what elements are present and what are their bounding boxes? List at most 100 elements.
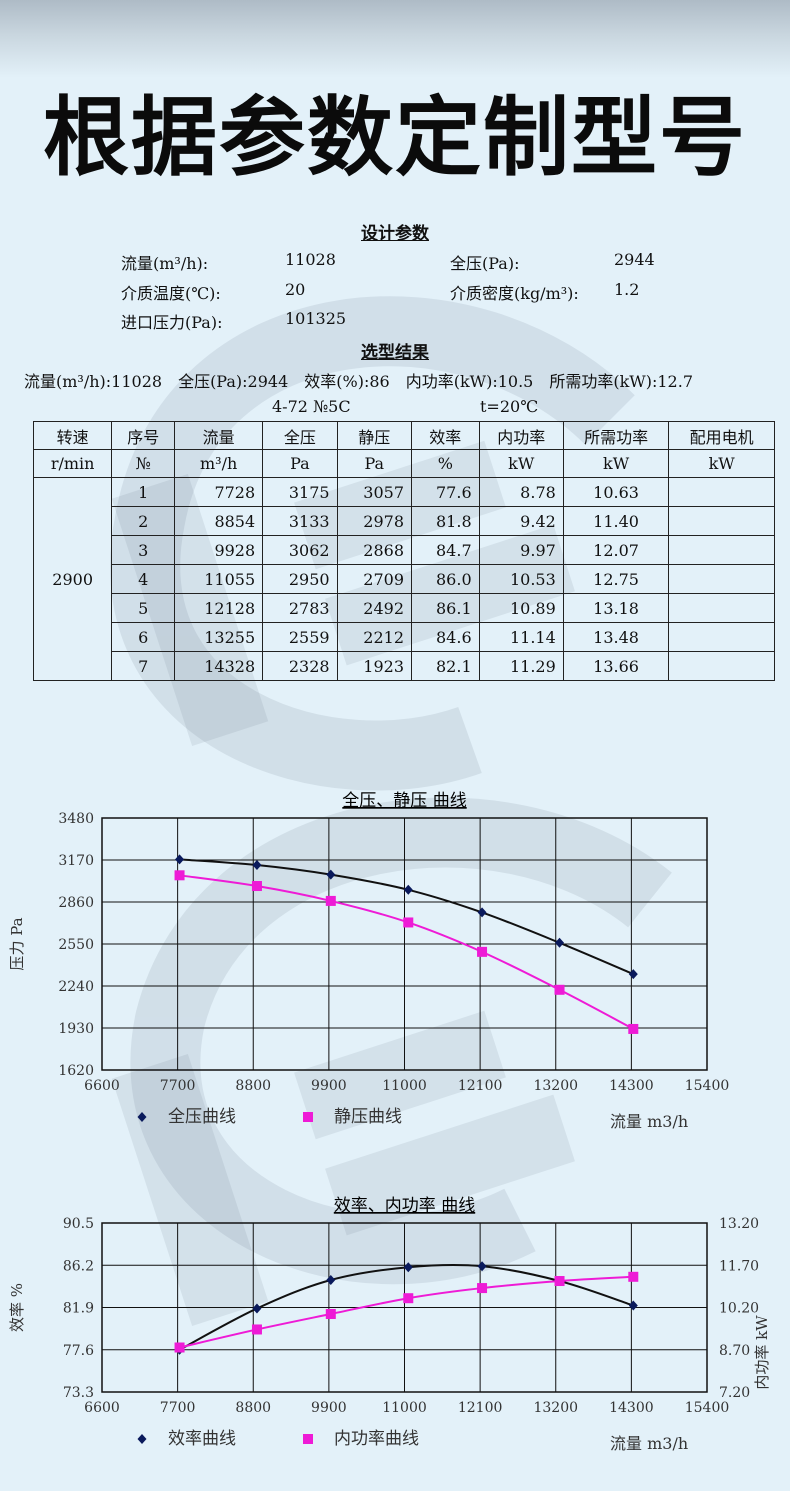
performance-table: 转速 序号 流量 全压 静压 效率 内功率 所需功率 配用电机 r/min № … <box>32 421 775 681</box>
table-cell: 12.07 <box>562 535 670 565</box>
x-tick-label: 13200 <box>533 1078 578 1094</box>
data-point <box>555 937 565 948</box>
legend-marker <box>137 1112 147 1122</box>
table-cell <box>668 564 775 594</box>
table-cell: 9.97 <box>478 535 564 565</box>
table-unit: m³/h <box>174 449 264 478</box>
pressure-curve-chart: 全压、静压 曲线 6600 7700 8800 9900 11000 12100 13200 1… <box>8 791 730 1131</box>
table-cell: 10.63 <box>562 477 670 507</box>
table-cell: 13.66 <box>562 651 670 681</box>
table-cell: 14328 <box>174 651 264 681</box>
legend-label: 静压曲线 <box>334 1107 402 1127</box>
x-tick-label: 6600 <box>84 1400 120 1416</box>
data-point <box>403 884 413 895</box>
param-value: 20 <box>285 280 306 299</box>
y-tick-label: 2860 <box>58 895 94 911</box>
series-line <box>179 874 634 1030</box>
y-tick-label: 3480 <box>58 811 94 827</box>
data-point <box>403 1293 414 1304</box>
x-axis-label: 流量 m3/h <box>610 1112 688 1131</box>
table-cell: 86.1 <box>411 593 480 623</box>
table-cell <box>668 477 775 507</box>
table-row: 5 12128 2783 2492 86.1 10.89 13.18 <box>34 593 775 623</box>
data-point <box>252 1303 262 1314</box>
table-cell: 86.0 <box>411 564 480 594</box>
data-point <box>325 1308 336 1319</box>
table-row: 7 14328 2328 1923 82.1 11.29 13.66 <box>34 651 775 681</box>
table-cell: 3057 <box>336 477 413 507</box>
data-point <box>174 870 185 881</box>
table-cell: 2559 <box>262 622 338 652</box>
table-cell: 2868 <box>336 535 413 565</box>
data-point <box>477 946 488 957</box>
y2-tick-label: 8.70 <box>719 1343 750 1359</box>
table-unit: kW <box>668 449 775 478</box>
table-unit: kW <box>478 449 564 478</box>
summary-flow: 流量(m³/h):11028 <box>24 372 163 391</box>
legend-marker <box>137 1434 147 1444</box>
data-point <box>628 969 638 980</box>
table-cell: 8.78 <box>478 477 564 507</box>
table-unit: r/min <box>32 449 113 478</box>
temperature: t=20℃ <box>480 397 539 416</box>
table-units-row: r/min № m³/h Pa Pa % kW kW kW <box>32 449 775 478</box>
y-axis-label: 压力 Pa <box>8 917 26 970</box>
param-value: 2944 <box>614 250 655 269</box>
legend-marker <box>303 1112 313 1122</box>
data-point <box>477 1261 487 1272</box>
y-tick-label: 1620 <box>58 1063 94 1079</box>
x-tick-label: 11000 <box>382 1078 427 1094</box>
y-tick-label: 1930 <box>58 1021 94 1037</box>
y-tick-label: 81.9 <box>63 1301 94 1317</box>
table-cell: 8854 <box>174 506 264 536</box>
y-tick-label: 77.6 <box>63 1343 94 1359</box>
param-label: 介质温度(℃): <box>121 284 221 303</box>
table-header: 转速 <box>32 421 113 450</box>
fan-model: 4-72 №5C <box>272 397 351 416</box>
table-header: 静压 <box>336 421 413 450</box>
table-cell: 3175 <box>262 477 338 507</box>
table-cell: 13.18 <box>562 593 670 623</box>
table-cell: 2212 <box>336 622 413 652</box>
table-unit: Pa <box>262 449 338 478</box>
table-row: 3 9928 3062 2868 84.7 9.97 12.07 <box>34 535 775 565</box>
table-row: 2 8854 3133 2978 81.8 9.42 11.40 <box>34 506 775 536</box>
x-axis-label: 流量 m3/h <box>610 1434 688 1453</box>
table-header: 所需功率 <box>562 421 670 450</box>
table-header: 效率 <box>411 421 480 450</box>
chart-title: 全压、静压 曲线 <box>342 791 466 811</box>
param-value: 101325 <box>285 309 347 328</box>
table-cell <box>668 593 775 623</box>
x-tick-label: 14300 <box>609 1078 654 1094</box>
table-row: 6 13255 2559 2212 84.6 11.14 13.48 <box>34 622 775 652</box>
x-tick-label: 15400 <box>685 1078 730 1094</box>
table-header: 流量 <box>174 421 264 450</box>
table-cell: 2950 <box>262 564 338 594</box>
x-tick-label: 8800 <box>235 1400 271 1416</box>
data-point <box>628 1271 639 1282</box>
x-tick-label: 7700 <box>160 1400 196 1416</box>
table-cell: 84.7 <box>411 535 480 565</box>
result-title: 选型结果 <box>361 343 429 363</box>
data-point <box>628 1023 639 1034</box>
table-cell: 84.6 <box>411 622 480 652</box>
table-cell: 5 <box>111 593 176 623</box>
x-tick-label: 8800 <box>235 1078 271 1094</box>
param-label: 流量(m³/h): <box>121 254 209 273</box>
table-cell <box>668 622 775 652</box>
summary-efficiency: 效率(%):86 <box>304 372 390 391</box>
param-label: 介质密度(kg/m³): <box>450 284 579 303</box>
data-point <box>477 907 487 918</box>
table-cell: 3 <box>111 535 176 565</box>
table-cell: 7728 <box>174 477 264 507</box>
table-row: 2900 1 7728 3175 3057 77.6 8.78 10.63 <box>32 477 775 681</box>
table-cell: 2492 <box>336 593 413 623</box>
table-cell: 6 <box>111 622 176 652</box>
x-tick-label: 12100 <box>458 1078 503 1094</box>
table-cell: 9.42 <box>478 506 564 536</box>
table-cell: 2 <box>111 506 176 536</box>
param-value: 1.2 <box>614 280 640 299</box>
table-cell: 10.53 <box>478 564 564 594</box>
table-row: 4 11055 2950 2709 86.0 10.53 12.75 <box>34 564 775 594</box>
table-header: 配用电机 <box>668 421 775 450</box>
